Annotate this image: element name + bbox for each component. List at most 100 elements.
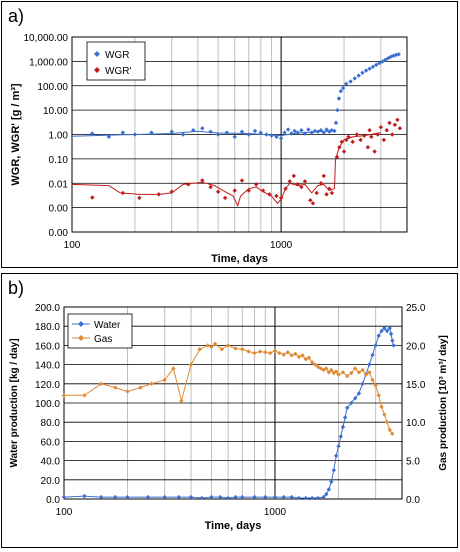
data-point	[260, 188, 266, 193]
data-point	[268, 350, 273, 356]
data-point	[352, 76, 357, 81]
data-point	[384, 328, 390, 334]
data-point	[191, 128, 196, 133]
data-point	[363, 68, 369, 73]
y-tick-label-left: 160.0	[35, 341, 60, 352]
data-point	[324, 366, 329, 371]
data-point	[149, 381, 154, 386]
legend-marker	[78, 321, 84, 327]
data-point	[285, 127, 291, 132]
data-point	[264, 132, 269, 137]
data-point	[310, 201, 316, 206]
data-point	[240, 494, 245, 500]
data-point	[336, 96, 342, 101]
data-point	[312, 128, 318, 134]
legend-a: WGR WGR'	[86, 41, 146, 81]
data-point	[299, 128, 304, 133]
data-point	[358, 137, 363, 143]
legend-marker	[94, 51, 100, 57]
y-ticks-left-b: 0.0 20.0 40.0 60.0 80.0 100.0 120.0 140.0 160.0 1…	[35, 303, 60, 506]
data-point	[375, 132, 380, 137]
data-point	[200, 178, 205, 183]
data-point	[335, 107, 340, 113]
data-point	[318, 181, 324, 186]
data-point	[233, 346, 238, 351]
data-point	[367, 128, 372, 133]
data-point	[341, 149, 347, 154]
data-point	[208, 129, 213, 134]
data-point	[352, 396, 358, 401]
data-point	[82, 493, 87, 499]
data-point	[267, 192, 272, 197]
panel-b: b) 0.0 20.0 40.0 60.0 80.0 100.0 120.0 140.0 160.…	[1, 273, 458, 548]
panel-label-a: a)	[8, 6, 24, 26]
data-point	[315, 495, 321, 501]
data-point	[334, 154, 340, 160]
data-point	[98, 494, 104, 500]
data-point	[377, 60, 382, 66]
data-point	[208, 184, 213, 190]
data-point	[300, 353, 305, 358]
data-point	[120, 130, 126, 135]
data-point	[390, 132, 395, 137]
plot-area-b	[63, 306, 403, 500]
data-point	[321, 130, 326, 135]
data-point	[257, 349, 263, 354]
y-tick-label-left: 180.0	[35, 322, 60, 333]
data-point	[145, 494, 151, 500]
data-point	[113, 494, 118, 500]
series-gas	[61, 341, 395, 436]
data-point	[339, 139, 344, 145]
data-point	[360, 381, 365, 386]
data-point	[383, 57, 388, 63]
data-point	[382, 325, 387, 331]
data-point	[120, 190, 126, 196]
y-tick-label-left: 120.0	[35, 380, 60, 391]
data-point	[345, 373, 350, 379]
y-tick-label-left: 80.0	[41, 418, 61, 429]
data-point	[303, 495, 309, 501]
data-point	[308, 198, 313, 203]
data-point	[224, 130, 230, 135]
data-point	[391, 343, 396, 348]
data-point	[321, 494, 326, 500]
legend-label: Gas	[94, 334, 112, 345]
data-point	[295, 130, 300, 135]
data-point	[303, 357, 309, 362]
data-point	[274, 193, 279, 199]
data-point	[333, 120, 339, 126]
data-point	[215, 189, 221, 194]
legend-marker	[78, 335, 84, 341]
data-point	[295, 182, 300, 187]
data-point	[318, 366, 324, 371]
data-point	[162, 377, 167, 383]
data-point	[340, 424, 346, 430]
data-point	[378, 124, 384, 130]
data-point	[349, 400, 354, 406]
x-tick-label: 100	[56, 507, 73, 518]
data-point	[329, 190, 335, 196]
data-point	[338, 434, 343, 439]
y-tick-label: 100.00	[37, 82, 68, 93]
data-point	[156, 192, 161, 197]
data-point	[356, 73, 361, 78]
y-ticks-right-b: 0.0 5.0 10.0 15.0 20.0 25.0	[406, 303, 426, 506]
y-tick-label: 0.00	[49, 228, 69, 239]
data-point	[348, 79, 353, 84]
x-ticks-a: 100 1000	[64, 240, 293, 251]
y-ticks-a: 0.00 0.00 0.01 0.10 1.00 10.00 100.00 1,000.00 1…	[24, 33, 69, 239]
data-point	[180, 132, 186, 137]
data-point	[392, 122, 398, 128]
data-point	[82, 393, 87, 398]
data-point	[188, 494, 194, 500]
data-point	[312, 362, 318, 367]
data-point	[219, 347, 225, 352]
y-tick-label-right: 25.0	[406, 303, 426, 314]
y-tick-label: 10.00	[43, 106, 68, 117]
data-point	[384, 420, 390, 425]
data-point	[356, 391, 362, 396]
data-point	[346, 134, 351, 140]
y-tick-label: 0.01	[49, 179, 69, 190]
data-point	[246, 188, 251, 193]
data-point	[396, 52, 401, 57]
